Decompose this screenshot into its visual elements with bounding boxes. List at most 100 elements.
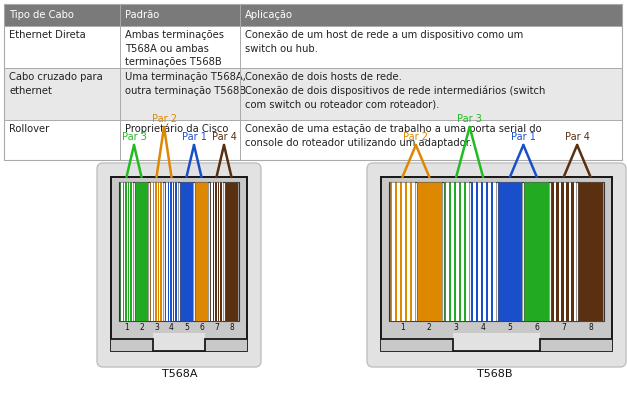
Bar	[180, 182, 193, 321]
Bar	[524, 182, 549, 321]
Text: 2: 2	[139, 323, 144, 332]
Bar	[195, 182, 208, 321]
Text: 1: 1	[400, 323, 405, 332]
Bar	[417, 182, 442, 321]
Bar	[483, 182, 485, 321]
Text: 8: 8	[588, 323, 593, 332]
Text: 3: 3	[454, 323, 458, 332]
Bar	[154, 182, 155, 321]
Bar	[165, 182, 178, 321]
Text: Padrão: Padrão	[125, 10, 159, 20]
Text: 7: 7	[561, 323, 566, 332]
Bar	[473, 182, 476, 321]
Bar	[166, 182, 167, 321]
Bar	[551, 182, 576, 321]
Text: Par 1: Par 1	[182, 132, 206, 142]
FancyBboxPatch shape	[97, 163, 261, 367]
Text: 5: 5	[184, 323, 189, 332]
Bar	[135, 182, 148, 321]
Bar	[225, 182, 238, 321]
Bar	[408, 182, 410, 321]
Bar	[4, 4, 622, 26]
Bar	[177, 182, 178, 321]
Bar	[444, 182, 468, 321]
Bar	[210, 182, 223, 321]
Text: Rollover: Rollover	[9, 124, 50, 134]
Text: Conexão de dois hosts de rede.
Conexão de dois dispositivos de rede intermediári: Conexão de dois hosts de rede. Conexão d…	[245, 72, 545, 110]
Bar	[413, 182, 415, 321]
Bar	[4, 120, 622, 160]
Bar	[4, 4, 622, 160]
Text: Proprietário da Cisco: Proprietário da Cisco	[125, 124, 228, 134]
Text: Par 3: Par 3	[457, 114, 482, 124]
Bar	[393, 182, 395, 321]
Text: 3: 3	[154, 323, 159, 332]
Text: Par 2: Par 2	[152, 114, 176, 124]
Bar	[466, 182, 468, 321]
Text: 4: 4	[481, 323, 485, 332]
Bar	[165, 182, 178, 321]
Bar	[453, 333, 540, 351]
Bar	[174, 182, 176, 321]
Bar	[554, 182, 556, 321]
Text: 2: 2	[427, 323, 431, 332]
Bar	[205, 339, 247, 351]
Text: Conexão de uma estação de trabalho a uma porta serial do
console do roteador uti: Conexão de uma estação de trabalho a uma…	[245, 124, 542, 147]
Bar	[403, 182, 405, 321]
Bar	[493, 182, 495, 321]
Bar	[195, 182, 208, 321]
Text: Par 4: Par 4	[565, 132, 589, 142]
Bar	[127, 182, 128, 321]
Bar	[150, 182, 163, 321]
Bar	[132, 182, 133, 321]
Bar	[551, 182, 576, 321]
Bar	[214, 182, 215, 321]
Bar	[497, 182, 522, 321]
Bar	[381, 339, 453, 351]
Text: T568A: T568A	[162, 369, 198, 379]
Bar	[578, 182, 603, 321]
Bar	[135, 182, 148, 321]
Bar	[225, 182, 238, 321]
Bar	[578, 182, 603, 321]
Bar	[4, 26, 622, 68]
Bar	[180, 182, 193, 321]
Bar	[471, 182, 495, 321]
Bar	[390, 182, 415, 321]
Text: Par 2: Par 2	[403, 132, 428, 142]
Bar	[151, 182, 152, 321]
Bar	[219, 182, 221, 321]
Bar	[150, 182, 163, 321]
Bar	[390, 182, 415, 321]
Bar	[210, 182, 223, 321]
Text: Cabo cruzado para
ethernet: Cabo cruzado para ethernet	[9, 72, 103, 96]
Bar	[111, 339, 153, 351]
Bar	[461, 182, 463, 321]
Bar	[497, 182, 522, 321]
Text: Ambas terminações
T568A ou ambas
terminações T568B: Ambas terminações T568A ou ambas termina…	[125, 30, 224, 67]
Bar	[216, 182, 218, 321]
Bar	[381, 177, 612, 351]
Bar	[478, 182, 480, 321]
Text: Ethernet Direta: Ethernet Direta	[9, 30, 86, 40]
Bar	[564, 182, 566, 321]
Bar	[524, 182, 549, 321]
Text: Tipo de Cabo: Tipo de Cabo	[9, 10, 74, 20]
Bar	[211, 182, 213, 321]
Bar	[124, 182, 125, 321]
Bar	[574, 182, 576, 321]
Text: 8: 8	[229, 323, 234, 332]
Text: 4: 4	[169, 323, 174, 332]
Bar	[4, 68, 622, 120]
Text: Conexão de um host de rede a um dispositivo como um
switch ou hub.: Conexão de um host de rede a um disposit…	[245, 30, 524, 54]
Text: 1: 1	[124, 323, 129, 332]
Text: 6: 6	[534, 323, 539, 332]
Bar	[417, 182, 442, 321]
Bar	[111, 177, 247, 351]
Text: Uma terminação T568A,
outra terminação T568B: Uma terminação T568A, outra terminação T…	[125, 72, 246, 96]
Text: 7: 7	[214, 323, 219, 332]
Bar	[559, 182, 561, 321]
Bar	[153, 333, 205, 351]
Bar	[157, 182, 158, 321]
Bar	[129, 182, 130, 321]
